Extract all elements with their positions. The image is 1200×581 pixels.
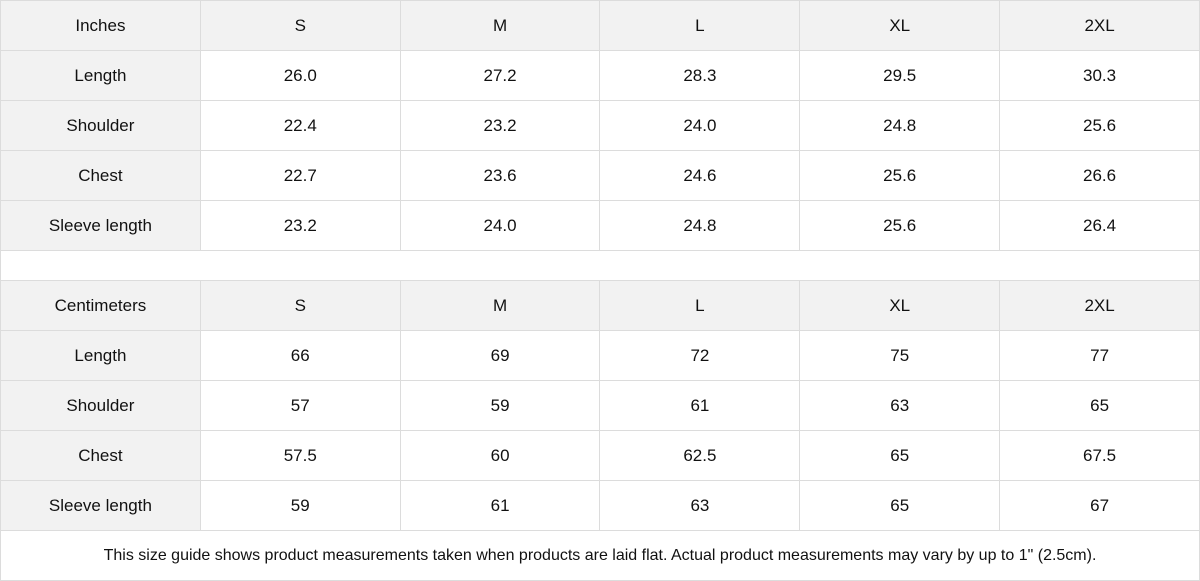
table-row: Length 26.0 27.2 28.3 29.5 30.3 [0, 50, 1200, 101]
measurement-value: 67.5 [999, 430, 1200, 481]
centimeters-size-table: Centimeters S M L XL 2XL Length 66 69 72 75 77 Shoul… [0, 280, 1200, 531]
measurement-label: Shoulder [0, 100, 201, 151]
measurement-value: 59 [399, 380, 601, 431]
size-header: XL [799, 280, 1001, 331]
measurement-value: 72 [599, 330, 801, 381]
size-guide-note: This size guide shows product measuremen… [0, 531, 1200, 581]
measurement-value: 25.6 [799, 200, 1001, 251]
measurement-value: 69 [399, 330, 601, 381]
measurement-value: 26.4 [999, 200, 1200, 251]
table-spacer [0, 251, 1200, 280]
measurement-value: 25.6 [999, 100, 1200, 151]
unit-label: Centimeters [0, 280, 201, 331]
size-header: L [599, 280, 801, 331]
header-row: Inches S M L XL 2XL [0, 0, 1200, 51]
measurement-value: 57 [199, 380, 401, 431]
measurement-label: Chest [0, 430, 201, 481]
table-row: Shoulder 57 59 61 63 65 [0, 380, 1200, 431]
size-header: XL [799, 0, 1001, 51]
measurement-value: 23.6 [399, 150, 601, 201]
measurement-value: 26.0 [199, 50, 401, 101]
size-header: M [399, 280, 601, 331]
measurement-value: 63 [599, 480, 801, 531]
measurement-value: 77 [999, 330, 1200, 381]
size-header: 2XL [999, 280, 1200, 331]
size-header: L [599, 0, 801, 51]
measurement-value: 24.8 [799, 100, 1001, 151]
table-row: Sleeve length 23.2 24.0 24.8 25.6 26.4 [0, 200, 1200, 251]
measurement-value: 26.6 [999, 150, 1200, 201]
measurement-value: 28.3 [599, 50, 801, 101]
table-row: Shoulder 22.4 23.2 24.0 24.8 25.6 [0, 100, 1200, 151]
measurement-label: Shoulder [0, 380, 201, 431]
measurement-value: 24.6 [599, 150, 801, 201]
header-row: Centimeters S M L XL 2XL [0, 280, 1200, 331]
measurement-value: 59 [199, 480, 401, 531]
measurement-value: 22.4 [199, 100, 401, 151]
measurement-value: 75 [799, 330, 1001, 381]
measurement-value: 25.6 [799, 150, 1001, 201]
measurement-label: Length [0, 50, 201, 101]
table-row: Length 66 69 72 75 77 [0, 330, 1200, 381]
measurement-value: 27.2 [399, 50, 601, 101]
table-row: Chest 57.5 60 62.5 65 67.5 [0, 430, 1200, 481]
measurement-value: 23.2 [199, 200, 401, 251]
table-row: Sleeve length 59 61 63 65 67 [0, 480, 1200, 531]
measurement-value: 60 [399, 430, 601, 481]
measurement-value: 29.5 [799, 50, 1001, 101]
unit-label: Inches [0, 0, 201, 51]
measurement-value: 24.0 [399, 200, 601, 251]
measurement-value: 57.5 [199, 430, 401, 481]
measurement-value: 30.3 [999, 50, 1200, 101]
measurement-value: 65 [799, 480, 1001, 531]
measurement-value: 23.2 [399, 100, 601, 151]
measurement-label: Sleeve length [0, 200, 201, 251]
table-row: Chest 22.7 23.6 24.6 25.6 26.6 [0, 150, 1200, 201]
measurement-value: 63 [799, 380, 1001, 431]
measurement-value: 61 [399, 480, 601, 531]
measurement-value: 66 [199, 330, 401, 381]
measurement-value: 65 [999, 380, 1200, 431]
size-header: S [199, 0, 401, 51]
measurement-value: 24.8 [599, 200, 801, 251]
size-header: S [199, 280, 401, 331]
measurement-label: Sleeve length [0, 480, 201, 531]
measurement-value: 67 [999, 480, 1200, 531]
measurement-value: 22.7 [199, 150, 401, 201]
measurement-label: Chest [0, 150, 201, 201]
measurement-value: 65 [799, 430, 1001, 481]
measurement-label: Length [0, 330, 201, 381]
inches-size-table: Inches S M L XL 2XL Length 26.0 27.2 28.3 29.5 30.3… [0, 0, 1200, 251]
measurement-value: 62.5 [599, 430, 801, 481]
measurement-value: 61 [599, 380, 801, 431]
measurement-value: 24.0 [599, 100, 801, 151]
size-header: M [399, 0, 601, 51]
size-header: 2XL [999, 0, 1200, 51]
